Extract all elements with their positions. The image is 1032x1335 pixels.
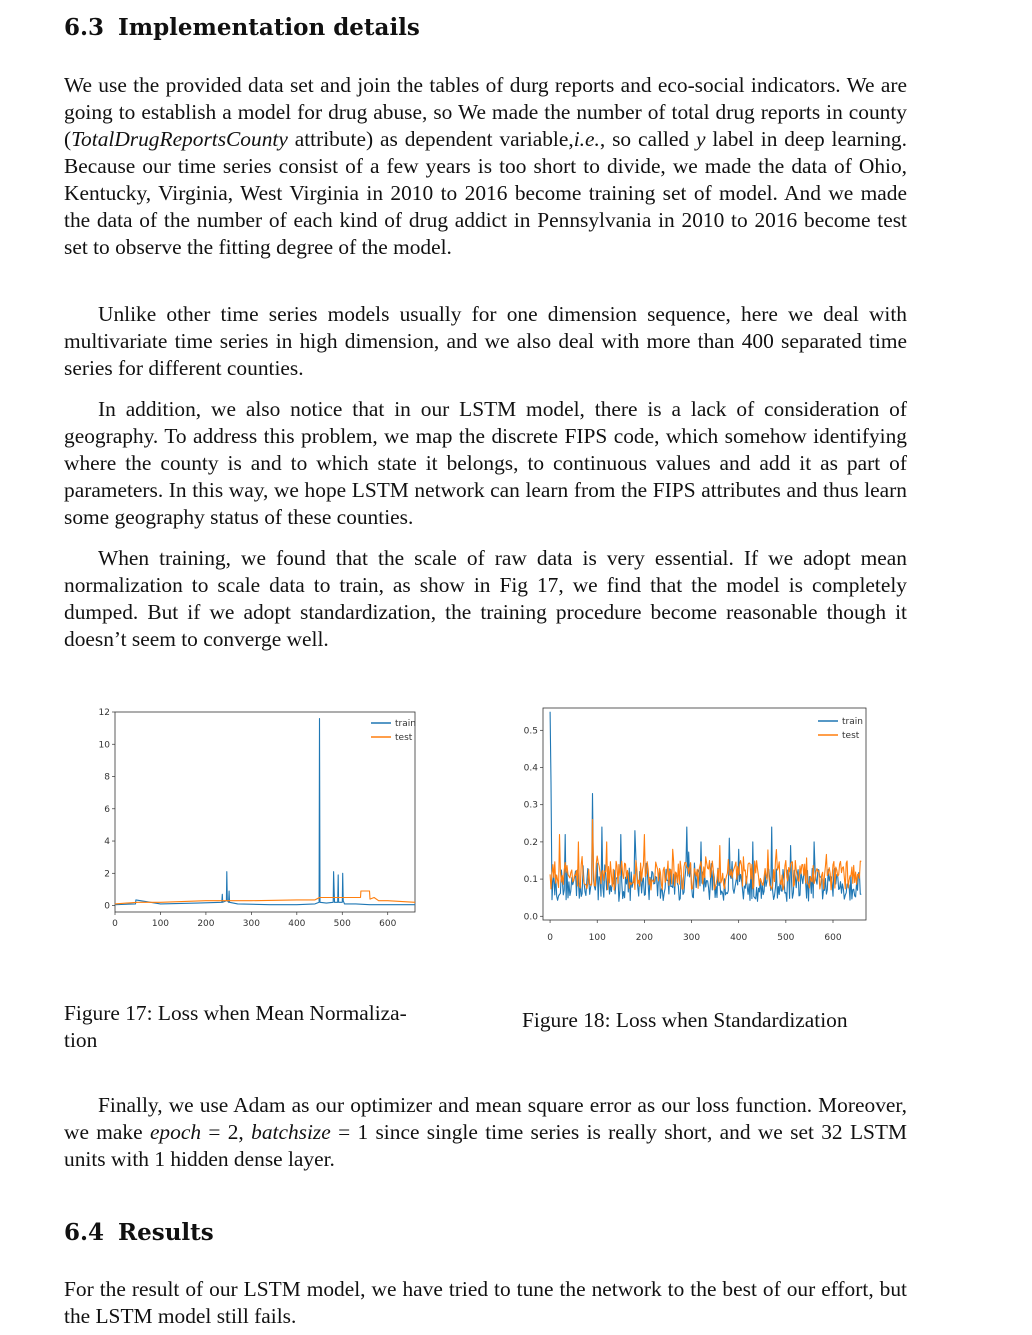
abbrev: i.e. (573, 127, 600, 151)
text: Finally, we use Adam as our optimizer an… (64, 1093, 907, 1144)
y-tick-label: 0.3 (524, 801, 538, 811)
x-tick-label: 100 (152, 919, 169, 929)
math-y: y (695, 127, 706, 151)
section-number: 6.3 (64, 14, 105, 41)
x-tick-label: 100 (589, 933, 606, 943)
x-tick-label: 600 (379, 919, 396, 929)
y-tick-label: 0.1 (524, 875, 538, 885)
caption-line: tion (64, 1028, 98, 1052)
y-tick-label: 0.4 (524, 764, 539, 774)
y-tick-label: 0 (104, 902, 110, 912)
y-tick-label: 4 (104, 837, 110, 847)
math-eq: = 2, (201, 1120, 252, 1144)
y-tick-label: 8 (104, 773, 110, 783)
paragraph-5: Finally, we use Adam as our optimizer an… (64, 1092, 907, 1173)
caption-figure-18: Figure 18: Loss when Standardization (522, 1008, 848, 1032)
x-tick-label: 0 (112, 919, 118, 929)
x-tick-label: 300 (243, 919, 260, 929)
figure-18-chart: 0 100 200 300 400 500 600 0.0 0.1 0.2 0.3 0.4 0.5 tra… (508, 700, 888, 954)
text: , so called (599, 127, 696, 151)
paragraph-4: When training, we found that the scale o… (64, 546, 907, 651)
attribute-name: TotalDrugReportsCounty (71, 127, 288, 151)
section-heading-6-3: 6.3 Implementation details (64, 14, 420, 41)
series-line-train (114, 717, 415, 906)
legend: train test (818, 717, 863, 741)
caption-line: Figure 17: Loss when Mean Normaliza- (64, 1001, 407, 1025)
figure-18-svg: 0 100 200 300 400 500 600 0.0 0.1 0.2 0.3 0.4 0.5 tra… (524, 707, 867, 943)
section-title: Implementation details (118, 14, 420, 41)
text: attribute) as dependent variable, (287, 127, 574, 151)
x-tick-label: 200 (636, 933, 653, 943)
x-tick-label: 500 (334, 919, 351, 929)
y-tick-label: 0.0 (524, 912, 539, 922)
figure-17-chart: 0 100 200 300 400 500 600 0 2 4 6 8 10 12 train test (80, 700, 440, 944)
y-tick-label: 2 (104, 869, 110, 879)
section-title: Results (118, 1219, 214, 1246)
math-epoch: epoch (149, 1120, 202, 1144)
plot-frame (114, 711, 416, 913)
y-tick-label: 0.5 (524, 726, 538, 736)
y-tick-label: 12 (99, 708, 110, 718)
legend-label-test: test (395, 733, 413, 743)
x-tick-label: 400 (288, 919, 305, 929)
legend-label-test: test (842, 731, 860, 741)
series-line-test (549, 819, 862, 891)
legend-label-train: train (395, 719, 416, 729)
text: label in deep learning. Because our time… (64, 127, 907, 259)
paragraph-3: In addition, we also notice that in our … (64, 397, 907, 529)
figure-17-svg: 0 100 200 300 400 500 600 0 2 4 6 8 10 12 train test (99, 708, 416, 929)
caption-figure-17: Figure 17: Loss when Mean Normaliza-tion (64, 1000, 474, 1054)
y-tick-label: 10 (99, 740, 111, 750)
legend: train test (371, 719, 416, 743)
paragraph-6: For the result of our LSTM model, we hav… (64, 1277, 907, 1328)
x-tick-label: 300 (683, 933, 700, 943)
x-tick-label: 400 (730, 933, 747, 943)
series-line-train (549, 711, 862, 902)
paragraph-1: We use the provided data set and join th… (64, 72, 907, 261)
math-eq: = 1 (330, 1120, 369, 1144)
section-number: 6.4 (64, 1219, 105, 1246)
math-batchsize: batchsize (251, 1120, 331, 1144)
legend-label-train: train (842, 717, 863, 727)
y-tick-label: 6 (104, 805, 110, 815)
series-line-test (114, 890, 416, 905)
paragraph-2: Unlike other time series models usually … (64, 302, 907, 380)
x-tick-label: 500 (777, 933, 794, 943)
text: since single time series is really short… (64, 1120, 907, 1171)
x-tick-label: 200 (197, 919, 214, 929)
x-tick-label: 0 (547, 933, 553, 943)
section-heading-6-4: 6.4 Results (64, 1219, 214, 1246)
x-tick-label: 600 (824, 933, 841, 943)
y-tick-label: 0.2 (524, 838, 538, 848)
text: We use the provided data set and join th… (64, 73, 907, 151)
